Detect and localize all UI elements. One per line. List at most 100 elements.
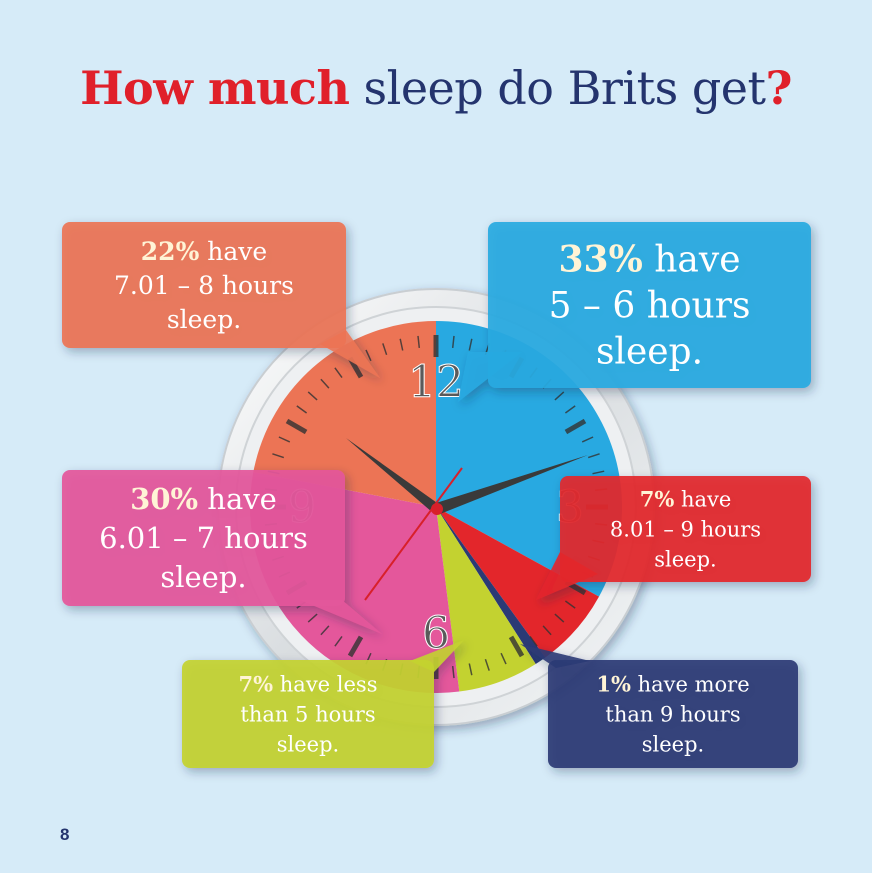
clock-tick <box>320 378 330 389</box>
data-label-text: than 9 hours <box>605 702 740 726</box>
clock-tick <box>484 658 490 671</box>
data-label-line: 30% have <box>130 482 277 516</box>
clock-tick <box>399 338 404 351</box>
clock-tick <box>285 418 308 435</box>
bubble-box <box>182 660 434 768</box>
clock-tick <box>500 652 507 665</box>
data-label-value: 7% <box>239 671 274 696</box>
data-label-line: 7% have <box>640 486 732 511</box>
bubble-tail <box>300 600 382 634</box>
data-label-text: than 5 hours <box>240 702 375 726</box>
data-label-text: sleep. <box>277 732 339 756</box>
hand-pivot <box>431 503 443 515</box>
clock-tick <box>272 453 285 459</box>
data-label-line: sleep. <box>596 332 703 373</box>
clock-tick <box>554 613 565 623</box>
data-label-line: 33% have <box>558 239 740 281</box>
clock-tick <box>278 436 291 443</box>
clock-tick <box>307 613 318 623</box>
clock-tick <box>451 666 455 679</box>
bubble-1: 7% have 8.01 – 9 hours sleep. <box>536 476 811 600</box>
bubble-box <box>560 476 811 582</box>
clock-tick <box>564 405 576 414</box>
data-label-text: 6.01 – 7 hours <box>99 521 308 555</box>
data-label-line: 7% have less <box>239 671 378 696</box>
clock-tick <box>468 338 473 351</box>
clock-tick <box>334 367 343 379</box>
clock-tick <box>451 335 455 348</box>
data-label-bubbles: 33% have 5 – 6 hours sleep. 7% have 8.01 – 9… <box>62 222 811 768</box>
pie-slice-5 <box>253 321 436 507</box>
data-label-text: sleep. <box>596 332 703 373</box>
bubble-box <box>62 470 345 606</box>
title-bold: How much <box>80 61 350 115</box>
data-label-line: sleep. <box>160 560 246 594</box>
data-label-text: have <box>199 237 267 266</box>
clock-tick <box>542 625 552 636</box>
clock-hands <box>346 438 588 601</box>
bubble-2: 1% have more than 9 hours sleep. <box>520 644 798 768</box>
data-label-text: 8.01 – 9 hours <box>610 517 761 541</box>
data-label-text: have more <box>631 672 750 696</box>
clock-tick <box>592 470 605 475</box>
page-number: 8 <box>60 825 70 844</box>
data-label-line: sleep. <box>277 732 339 756</box>
pie-slice-2 <box>436 507 546 664</box>
data-label-text: have <box>643 240 741 281</box>
clock-tick <box>382 343 388 356</box>
bubble-box <box>548 660 798 768</box>
data-label-text: 5 – 6 hours <box>549 286 751 327</box>
clock-tick <box>307 391 318 401</box>
clock-tick <box>347 635 364 658</box>
data-label-text: sleep. <box>160 560 246 594</box>
data-label-line: 6.01 – 7 hours <box>99 521 308 555</box>
clock-tick <box>417 335 421 348</box>
data-label-value: 30% <box>130 482 198 516</box>
title-question-mark: ? <box>765 61 792 115</box>
data-label-line: than 5 hours <box>240 702 375 726</box>
data-label-text: have <box>674 487 731 511</box>
data-label-value: 33% <box>558 239 642 281</box>
clock-tick <box>581 436 594 443</box>
hour-hand <box>346 438 440 512</box>
data-label-value: 1% <box>596 671 631 696</box>
data-label-text: sleep. <box>167 305 241 334</box>
data-label-text: sleep. <box>654 547 716 571</box>
data-label-value: 22% <box>141 237 200 266</box>
data-label-line: sleep. <box>654 547 716 571</box>
clock-tick <box>320 625 330 636</box>
clock-tick <box>564 600 576 609</box>
bubble-5: 22% have 7.01 – 8 hours sleep. <box>62 222 380 378</box>
pie-slice-1 <box>436 507 599 658</box>
data-label-line: 8.01 – 9 hours <box>610 517 761 541</box>
data-label-line: 7.01 – 8 hours <box>114 271 294 300</box>
pie-slice-3 <box>436 507 536 692</box>
clock-tick <box>554 391 565 401</box>
clock-tick <box>296 405 308 414</box>
data-label-line: 1% have more <box>596 671 749 696</box>
bubble-3: 7% have less than 5 hours sleep. <box>182 640 464 768</box>
data-label-text: sleep. <box>642 732 704 756</box>
clock-tick <box>587 453 600 459</box>
data-label-value: 7% <box>640 486 675 511</box>
data-label-text: 7.01 – 8 hours <box>114 271 294 300</box>
clock-tick <box>529 635 538 647</box>
minute-hand <box>436 455 588 514</box>
second-hand <box>364 467 463 601</box>
clock-tick <box>365 349 372 362</box>
numeral-12: 12 <box>408 357 464 408</box>
bubble-box <box>62 222 346 348</box>
data-label-line: sleep. <box>642 732 704 756</box>
bubble-0: 33% have 5 – 6 hours sleep. <box>458 222 811 402</box>
bubble-box <box>488 222 811 388</box>
chart-title: How much sleep do Brits get? <box>0 58 872 118</box>
data-label-line: 22% have <box>141 237 267 266</box>
data-label-line: 5 – 6 hours <box>549 286 751 327</box>
clock-tick <box>508 635 525 658</box>
data-label-line: sleep. <box>167 305 241 334</box>
data-label-text: have <box>198 482 277 516</box>
clock-tick <box>468 663 473 676</box>
clock-tick <box>334 635 343 647</box>
data-label-line: than 9 hours <box>605 702 740 726</box>
